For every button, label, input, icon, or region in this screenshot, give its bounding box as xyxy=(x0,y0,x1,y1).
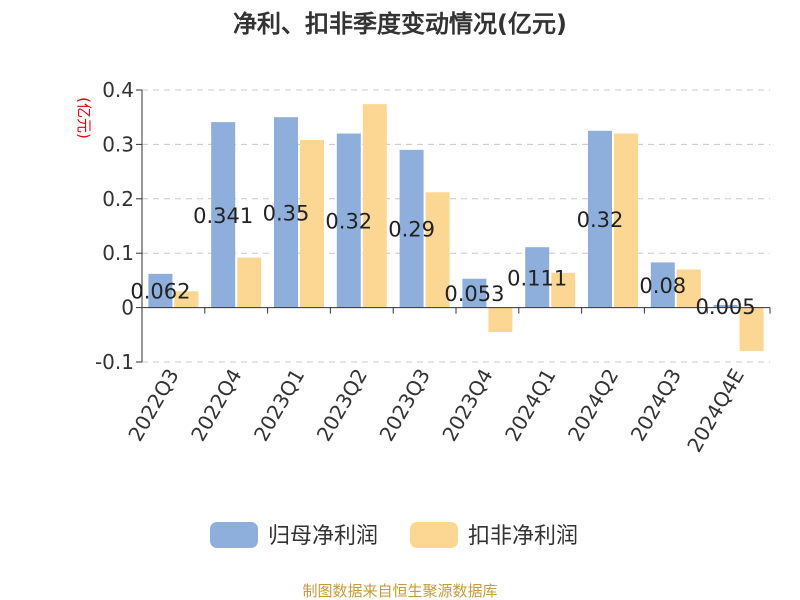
source-note: 制图数据来自恒生聚源数据库 xyxy=(302,582,497,600)
data-label: 0.08 xyxy=(639,274,686,298)
bar-deducted-profit xyxy=(739,307,764,352)
data-label: 0.053 xyxy=(444,282,504,306)
x-tick-label: 2024Q3 xyxy=(626,365,686,446)
data-label: 0.341 xyxy=(193,204,253,228)
bar-net-profit xyxy=(336,133,361,308)
y-tick-label: 0 xyxy=(121,296,134,320)
bar-net-profit xyxy=(525,247,550,308)
y-tick-label: -0.1 xyxy=(95,350,134,374)
x-tick-label: 2022Q4 xyxy=(186,365,246,446)
y-tick-label: 0.3 xyxy=(102,132,134,156)
bar-net-profit xyxy=(399,149,424,308)
bar-net-profit xyxy=(650,262,675,308)
data-label: 0.062 xyxy=(130,280,190,304)
x-axis-ticks: 2022Q3 2022Q4 2023Q1 2023Q2 2023Q3 2023Q4 2024… xyxy=(123,307,771,457)
chart-title: 净利、扣非季度变动情况(亿元) xyxy=(233,10,567,38)
y-tick-label: 0.4 xyxy=(102,78,134,102)
data-label: 0.32 xyxy=(325,210,372,234)
bar-deducted-profit xyxy=(551,272,576,308)
legend-label-deducted-profit[interactable]: 扣非净利润 xyxy=(468,524,578,549)
bar-deducted-profit xyxy=(488,307,513,333)
data-label: 0.29 xyxy=(388,218,435,242)
bar-deducted-profit xyxy=(425,192,450,308)
data-label: 0.32 xyxy=(577,208,624,232)
x-tick-label: 2023Q3 xyxy=(374,365,434,446)
y-axis-ticks: 0.4 0.3 0.2 0.1 0 -0.1 xyxy=(95,78,143,374)
legend-swatch-deducted-profit xyxy=(410,522,458,548)
gridlines xyxy=(142,89,770,363)
bar-deducted-profit xyxy=(237,257,262,308)
bar-net-profit xyxy=(713,304,738,308)
bar-deducted-profit xyxy=(676,269,701,308)
bar-net-profit xyxy=(462,278,487,308)
x-tick-label: 2024Q1 xyxy=(500,365,560,446)
bar-deducted-profit xyxy=(362,104,387,308)
x-tick-label: 2023Q2 xyxy=(312,365,372,446)
y-tick-label: 0.2 xyxy=(102,187,134,211)
legend-label-net-profit[interactable]: 归母净利润 xyxy=(268,524,378,549)
bar-deducted-profit xyxy=(614,133,638,308)
bar-net-profit xyxy=(211,122,236,308)
x-tick-label: 2024Q2 xyxy=(563,365,623,446)
x-tick-label: 2024Q4E xyxy=(682,365,749,457)
data-label: 0.005 xyxy=(696,295,756,319)
data-label: 0.111 xyxy=(507,266,567,290)
bar-deducted-profit xyxy=(300,140,324,308)
bar-net-profit xyxy=(274,117,298,308)
x-tick-label: 2022Q3 xyxy=(123,365,183,446)
bars xyxy=(148,104,764,352)
legend: 归母净利润 扣非净利润 xyxy=(210,522,578,549)
y-axis-unit: (亿元) xyxy=(75,97,93,139)
x-tick-label: 2023Q4 xyxy=(437,365,497,446)
legend-swatch-net-profit xyxy=(210,522,258,548)
x-tick-label: 2023Q1 xyxy=(249,365,309,446)
bar-net-profit xyxy=(148,273,173,308)
y-tick-label: 0.1 xyxy=(102,241,134,265)
bar-deducted-profit xyxy=(174,291,199,308)
data-label: 0.35 xyxy=(263,201,310,225)
bar-net-profit xyxy=(588,130,612,308)
